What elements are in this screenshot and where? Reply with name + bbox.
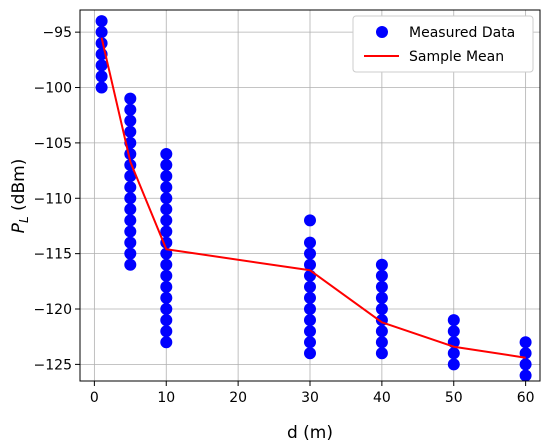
measured-data-point — [304, 347, 316, 360]
measured-data-point — [124, 247, 137, 260]
x-axis-title: d (m) — [287, 423, 333, 443]
x-tick-label: 10 — [157, 390, 175, 406]
measured-data-point — [124, 114, 137, 127]
measured-data-point — [160, 225, 173, 238]
measured-data-point — [160, 303, 173, 315]
measured-data-point — [124, 92, 137, 105]
y-tick-label: −125 — [34, 357, 72, 373]
measured-data-point — [124, 170, 137, 183]
measured-data-point — [160, 159, 173, 171]
measured-data-point — [375, 269, 388, 282]
measured-data-point — [375, 280, 388, 293]
measured-data-point — [304, 325, 316, 338]
x-tick-label: 60 — [517, 390, 535, 406]
measured-data-point — [160, 325, 173, 338]
y-axis-title-subscript: L — [17, 216, 31, 223]
measured-data-point — [447, 314, 460, 327]
measured-data-point — [124, 103, 137, 116]
y-axis-title-base: P — [9, 222, 29, 233]
measured-data-point — [124, 258, 137, 271]
measured-data-point — [304, 214, 316, 227]
measured-data-point — [95, 15, 108, 28]
y-tick-label: −95 — [42, 25, 72, 41]
x-tick-label: 20 — [229, 390, 247, 406]
measured-data-point — [160, 181, 173, 194]
y-axis-title: PL (dBm) — [9, 159, 31, 234]
measured-data-point — [124, 236, 137, 249]
measured-data-point — [160, 280, 173, 293]
measured-data-point — [160, 203, 173, 216]
y-tick-label: −100 — [34, 81, 72, 97]
measured-data-point — [447, 347, 460, 360]
measured-data-point — [519, 369, 532, 382]
x-tick-label: 40 — [373, 390, 391, 406]
y-tick-label: −120 — [34, 302, 72, 318]
measured-data-point — [124, 214, 137, 227]
measured-data-point — [304, 336, 316, 349]
measured-data-point — [160, 148, 173, 160]
measured-data-point — [160, 258, 173, 271]
measured-data-point — [304, 303, 316, 315]
measured-data-point — [160, 291, 173, 304]
measured-data-point — [375, 325, 388, 338]
x-tick-label: 0 — [90, 390, 99, 406]
sample-mean-line — [100, 37, 526, 359]
y-tick-label: −115 — [34, 247, 72, 263]
legend-marker-measured — [376, 26, 388, 38]
measured-data-point — [519, 358, 532, 371]
measured-data-point — [160, 192, 173, 205]
measured-data-point — [160, 336, 173, 349]
measured-data-point — [95, 59, 108, 72]
measured-data-point — [124, 203, 137, 216]
measured-data-point — [375, 303, 388, 315]
axis-ticks: 0 10 20 30 40 50 60 −95 −100 −105 −110 −115 −120 −125 — [34, 25, 535, 406]
measured-data-point — [160, 269, 173, 282]
measured-data-point — [375, 291, 388, 304]
measured-data-point — [124, 181, 137, 194]
legend-label-mean: Sample Mean — [409, 49, 504, 65]
measured-data-point — [95, 81, 108, 94]
measured-data-point — [124, 192, 137, 205]
measured-data-point — [95, 37, 108, 50]
measured-data-point — [304, 314, 316, 327]
measured-data-point — [375, 336, 388, 349]
y-axis-title-unit: (dBm) — [9, 159, 29, 217]
measured-data-point — [160, 170, 173, 183]
measured-data-point — [304, 291, 316, 304]
x-tick-label: 30 — [301, 390, 319, 406]
y-tick-label: −105 — [34, 136, 72, 152]
measured-data-point — [447, 325, 460, 338]
measured-data-point — [160, 214, 173, 227]
legend: Measured Data Sample Mean — [352, 15, 534, 73]
measured-data-point — [95, 70, 108, 83]
measured-data-point — [160, 314, 173, 327]
legend-label-measured: Measured Data — [409, 25, 515, 41]
measured-data-point — [375, 258, 388, 271]
legend-box — [352, 15, 534, 73]
x-tick-label: 50 — [445, 390, 463, 406]
measured-data-point — [304, 247, 316, 260]
measured-data-point — [124, 225, 137, 238]
gridlines — [80, 10, 540, 381]
measured-data-point — [304, 236, 316, 249]
measured-data-point — [304, 269, 316, 282]
measured-data-point — [304, 280, 316, 293]
measured-data-point — [447, 358, 460, 371]
measured-data-point — [95, 26, 108, 39]
sample-mean-series — [100, 37, 526, 359]
y-tick-label: −110 — [34, 191, 72, 207]
measured-data-point — [304, 258, 316, 271]
measured-data-point — [124, 125, 137, 138]
measured-data-point — [519, 336, 532, 349]
measured-data-point — [375, 347, 388, 360]
